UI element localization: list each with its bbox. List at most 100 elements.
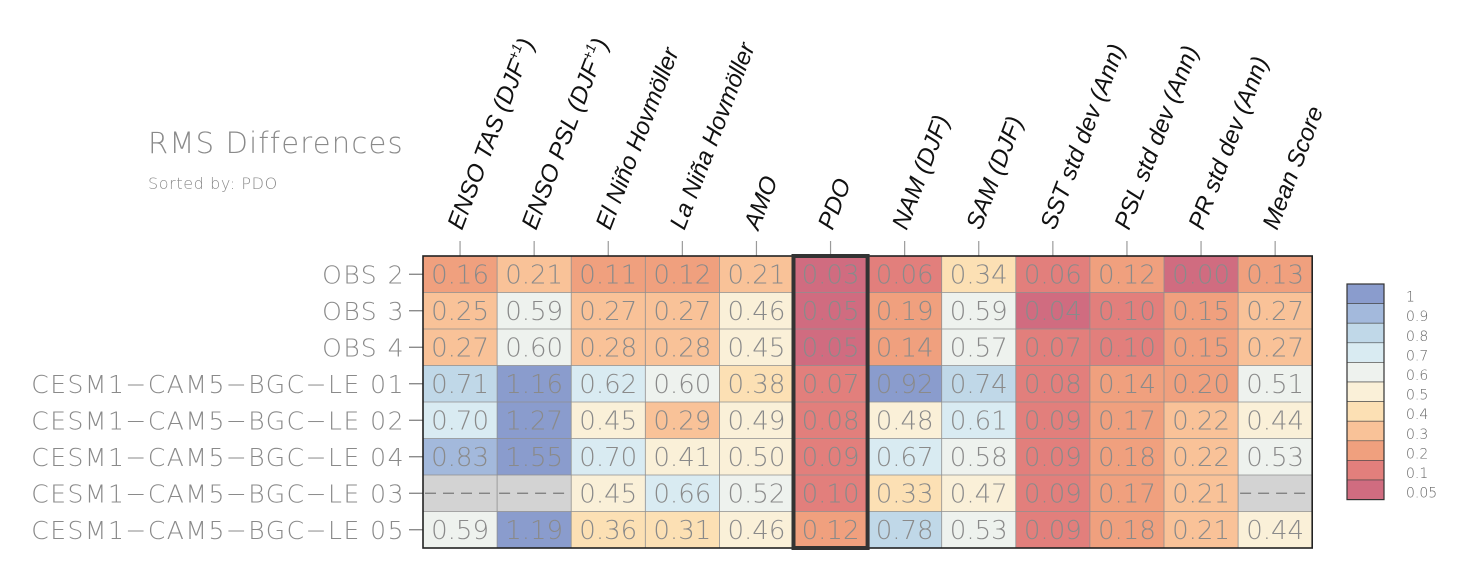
cell-value-label: 0.28 xyxy=(653,333,711,363)
heatmap-cell xyxy=(1089,256,1164,293)
row-label: CESM1−CAM5−BGC−LE 04 xyxy=(31,443,405,472)
chart-subtitle: Sorted by: PDO xyxy=(148,174,278,193)
heatmap-cell xyxy=(793,329,868,366)
row-label: CESM1−CAM5−BGC−LE 02 xyxy=(31,406,405,435)
cell-value-label: 0.44 xyxy=(1246,406,1304,436)
heatmap-cell xyxy=(423,438,498,475)
colorbar-tick-label: 0.9 xyxy=(1406,309,1428,325)
heatmap-cell xyxy=(941,256,1016,293)
cell-value-label: 0.50 xyxy=(728,443,786,473)
colorbar-tick-label: 0.1 xyxy=(1406,466,1428,482)
cell-value-label: 0.05 xyxy=(802,333,860,363)
cell-value-label: 0.15 xyxy=(1172,333,1230,363)
cell-value-label: 0.38 xyxy=(728,370,786,400)
heatmap-cell xyxy=(1238,329,1313,366)
cell-value-label: 0.12 xyxy=(1098,260,1156,290)
heatmap-cell xyxy=(423,256,498,293)
heatmap-cell xyxy=(867,438,942,475)
heatmap-cell xyxy=(793,402,868,439)
colorbar-tick-label: 0.4 xyxy=(1406,407,1428,423)
cell-value-label: 0.18 xyxy=(1098,443,1156,473)
row-label: CESM1−CAM5−BGC−LE 03 xyxy=(31,479,405,508)
cell-value-label: 0.60 xyxy=(505,333,563,363)
cell-value-label: 0.58 xyxy=(950,443,1008,473)
cell-value-label: 0.17 xyxy=(1098,406,1156,436)
heatmap-cell xyxy=(941,329,1016,366)
heatmap-cell xyxy=(793,511,868,548)
colorbar-tick-label: 0.3 xyxy=(1406,427,1428,443)
cell-value-label: 0.36 xyxy=(579,516,637,546)
cell-value-label: 0.12 xyxy=(802,516,860,546)
cell-value-label: 0.10 xyxy=(802,479,860,509)
heatmap-cell xyxy=(1089,475,1164,512)
heatmap-cell xyxy=(1164,256,1239,293)
cell-value-label: 0.57 xyxy=(950,333,1008,363)
heatmap-cell xyxy=(1164,402,1239,439)
cell-value-label: 0.09 xyxy=(1024,443,1082,473)
column-label: AMO xyxy=(738,172,784,235)
heatmap-cell xyxy=(719,365,794,402)
column-label: PR std dev (Ann) xyxy=(1183,53,1274,233)
heatmap-cell xyxy=(1238,511,1313,548)
cell-value-label: 0.27 xyxy=(1246,333,1304,363)
cell-value-label: 0.83 xyxy=(431,443,489,473)
cell-value-label: 0.20 xyxy=(1172,370,1230,400)
colorbar-swatch xyxy=(1346,401,1385,422)
cell-value-label: 0.07 xyxy=(802,370,860,400)
cell-value-label: 0.59 xyxy=(950,297,1008,327)
colorbar-tick-label: 0.6 xyxy=(1406,368,1428,384)
cell-value-label: 0.27 xyxy=(653,297,711,327)
heatmap-cell xyxy=(941,438,1016,475)
colorbar-frame xyxy=(1346,283,1385,501)
row-label: OBS 4 xyxy=(322,333,405,362)
heatmap-cell xyxy=(1015,475,1090,512)
cell-value-label: 0.09 xyxy=(1024,479,1082,509)
heatmap-cell xyxy=(1015,402,1090,439)
heatmap-cell xyxy=(719,511,794,548)
heatmap-cell xyxy=(497,365,572,402)
heatmap-cell xyxy=(1164,329,1239,366)
heatmap-cell xyxy=(1164,511,1239,548)
cell-value-label: 0.31 xyxy=(653,516,711,546)
heatmap-cell xyxy=(1238,292,1313,329)
cell-value-label: 0.29 xyxy=(653,406,711,436)
cell-value-label: 0.21 xyxy=(1172,516,1230,546)
heatmap-cell xyxy=(571,256,646,293)
heatmap-cell xyxy=(645,511,720,548)
cell-value-label: 0.21 xyxy=(505,260,563,290)
cell-value-label: 0.52 xyxy=(728,479,786,509)
colorbar-swatch xyxy=(1346,440,1385,461)
colorbar-tick-label: 0.7 xyxy=(1406,348,1428,364)
heatmap-cell xyxy=(1015,438,1090,475)
colorbar-swatch xyxy=(1346,460,1385,481)
cell-value-label: 0.49 xyxy=(728,406,786,436)
heatmap-cell xyxy=(1238,365,1313,402)
cell-value-label: 1.55 xyxy=(505,443,563,473)
cell-value-label: 0.41 xyxy=(653,443,711,473)
heatmap-cell xyxy=(497,402,572,439)
cell-value-label: 0.78 xyxy=(876,516,934,546)
cell-value-label: 0.70 xyxy=(579,443,637,473)
cell-value-label: 0.05 xyxy=(802,297,860,327)
column-label: Mean Score xyxy=(1258,103,1330,233)
heatmap-cell xyxy=(571,329,646,366)
cell-value-label: 1.19 xyxy=(505,516,563,546)
cell-value-label: 0.59 xyxy=(431,516,489,546)
column-label: El Niño Hovmöller xyxy=(591,43,685,233)
cell-value-label: 0.51 xyxy=(1246,370,1304,400)
cell-value-label: 0.45 xyxy=(579,406,637,436)
cell-value-label: 0.53 xyxy=(950,516,1008,546)
heatmap-cell xyxy=(423,402,498,439)
heatmap-cell xyxy=(719,292,794,329)
row-label: CESM1−CAM5−BGC−LE 05 xyxy=(31,516,405,545)
cell-value-label: 0.22 xyxy=(1172,406,1230,436)
cell-value-label: 0.46 xyxy=(728,516,786,546)
cell-value-label: 0.48 xyxy=(876,406,934,436)
column-label: NAM (DJF) xyxy=(887,111,955,233)
cell-value-label: 0.46 xyxy=(728,297,786,327)
cell-value-label: 0.06 xyxy=(1024,260,1082,290)
cell-value-label: 0.44 xyxy=(1246,516,1304,546)
cell-value-label: 1.27 xyxy=(505,406,563,436)
heatmap-cell xyxy=(867,511,942,548)
